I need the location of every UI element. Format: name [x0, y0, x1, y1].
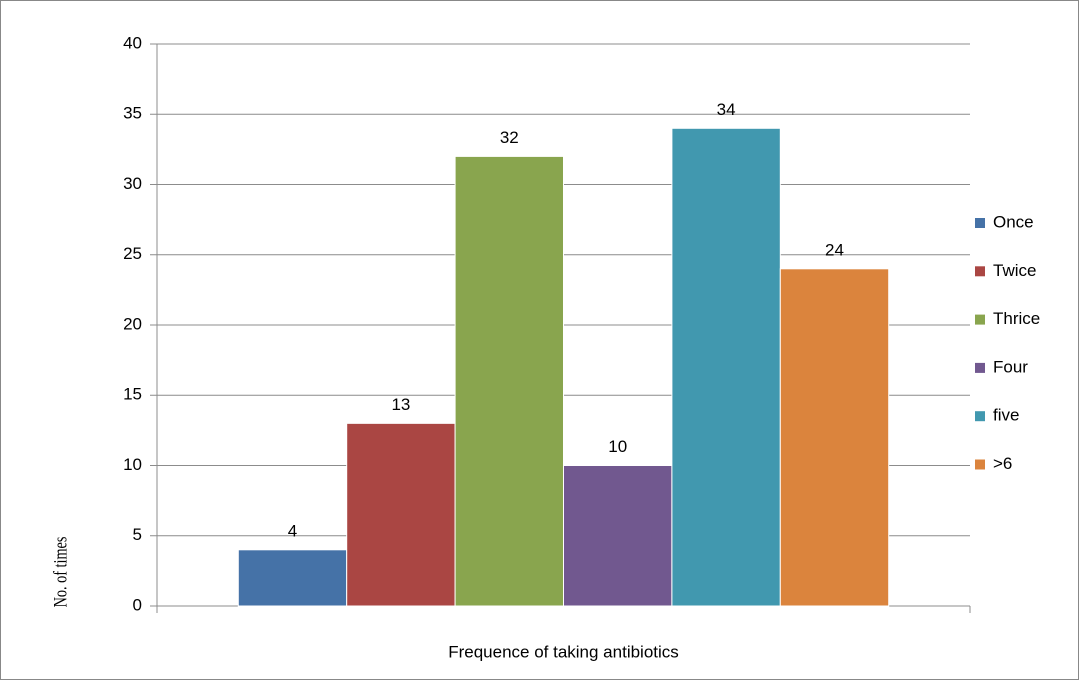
- legend-marker: [975, 266, 985, 277]
- legend-label: >6: [993, 454, 1012, 473]
- bar: [563, 465, 673, 607]
- data-label: 4: [288, 521, 297, 540]
- legend-marker: [975, 362, 985, 373]
- y-tick-label: 40: [123, 33, 142, 52]
- y-tick-label: 0: [133, 595, 142, 614]
- data-label: 13: [391, 395, 410, 414]
- legend-marker: [975, 314, 985, 325]
- y-tick-label: 20: [123, 314, 142, 333]
- legend-label: Four: [993, 357, 1028, 376]
- bar: [237, 549, 348, 607]
- legend-label: Once: [993, 212, 1034, 231]
- bar: [454, 155, 565, 607]
- y-axis-label: No. of times: [49, 537, 70, 608]
- data-label: 32: [500, 128, 519, 147]
- bar: [671, 127, 781, 607]
- bar: [346, 422, 456, 607]
- x-tick-label: Frequence of taking antibiotics: [448, 642, 679, 661]
- y-tick-label: 5: [133, 525, 142, 544]
- legend-label: Thrice: [993, 309, 1040, 328]
- y-tick-label: 15: [123, 385, 142, 404]
- legend-marker: [975, 218, 985, 228]
- y-tick-label: 10: [123, 455, 142, 474]
- data-label: 24: [825, 240, 844, 259]
- y-tick-label: 30: [123, 174, 142, 193]
- y-tick-label: 35: [123, 104, 142, 123]
- data-label: 34: [717, 100, 736, 119]
- legend-label: five: [993, 406, 1019, 425]
- legend-marker: [975, 459, 985, 470]
- y-tick-label: 25: [123, 244, 142, 263]
- legend-label: Twice: [993, 261, 1036, 280]
- data-label: 10: [608, 437, 627, 456]
- legend-marker: [975, 411, 985, 422]
- bar: [779, 268, 890, 607]
